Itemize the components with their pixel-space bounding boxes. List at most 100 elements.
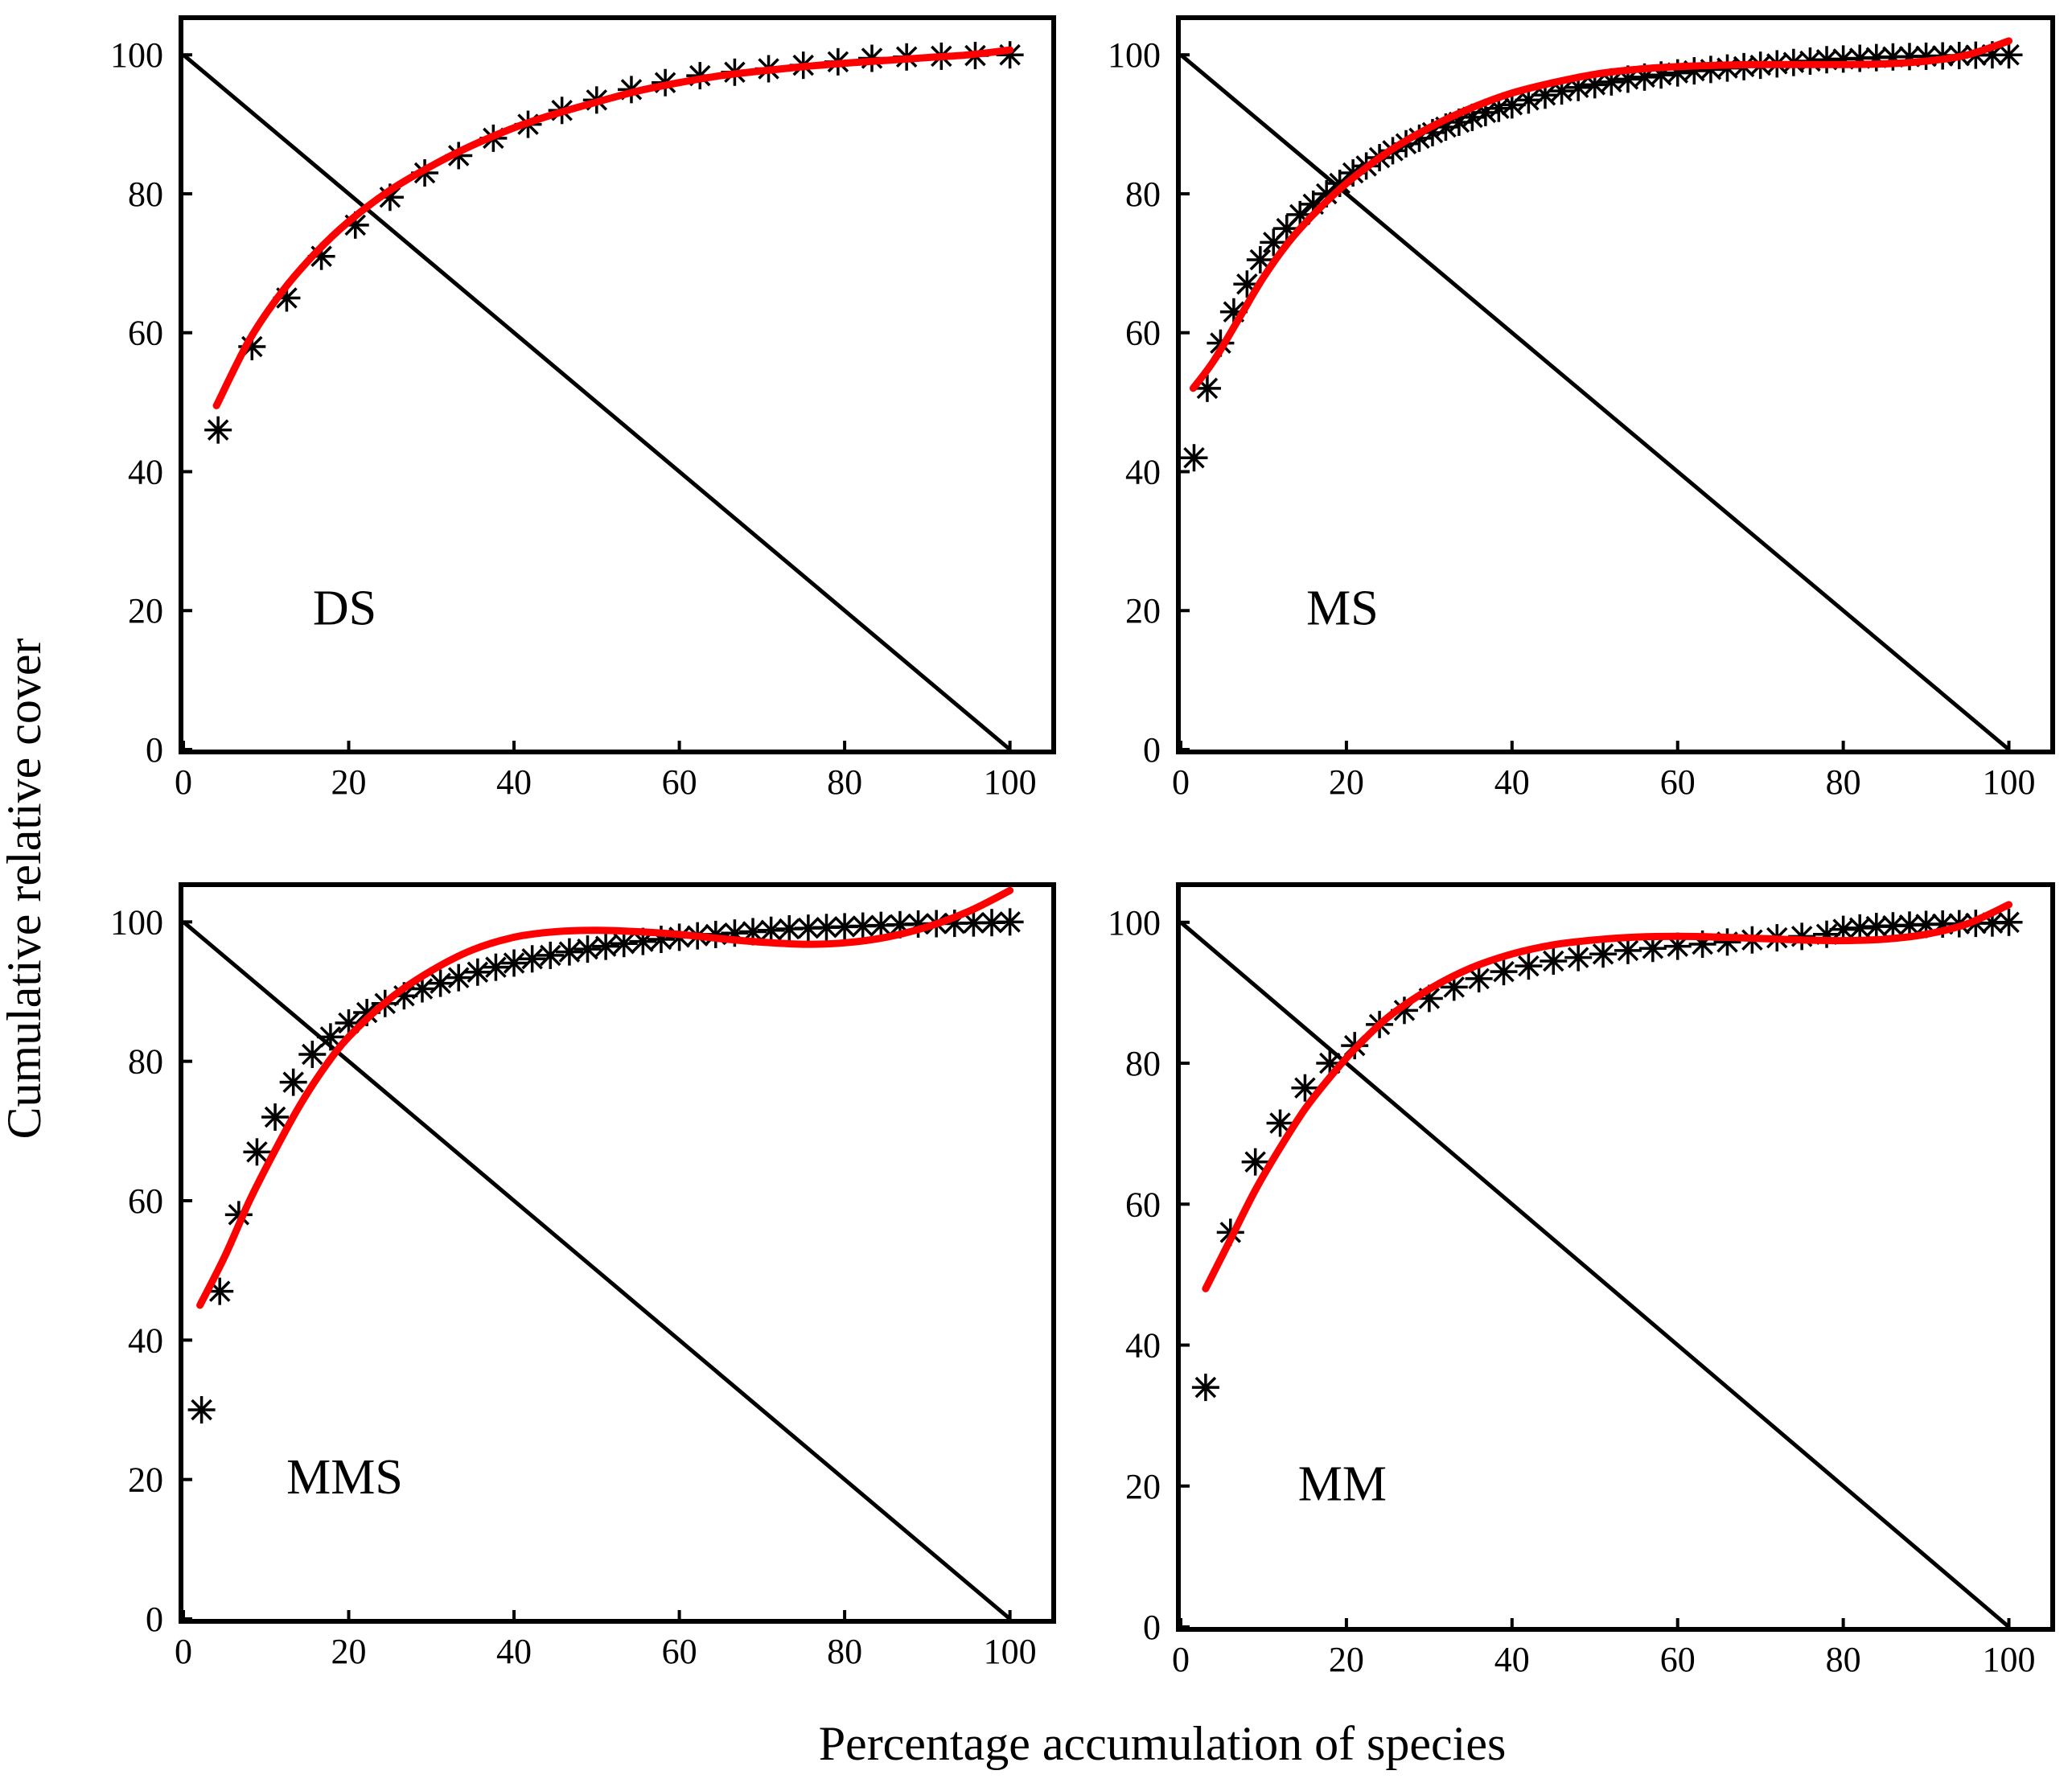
data-point bbox=[1490, 958, 1518, 986]
y-tick-label: 60 bbox=[128, 314, 163, 353]
x-tick-label: 60 bbox=[662, 762, 697, 802]
plot-frame bbox=[179, 15, 1056, 754]
reference-line bbox=[182, 53, 1012, 751]
data-point bbox=[996, 41, 1024, 69]
x-tick-label: 20 bbox=[1329, 1640, 1364, 1679]
y-tick-label: 20 bbox=[1125, 1467, 1161, 1506]
x-tick-label: 0 bbox=[175, 1632, 192, 1671]
data-point bbox=[592, 932, 620, 960]
y-tick-label: 80 bbox=[1125, 1044, 1161, 1083]
data-point bbox=[1540, 947, 1568, 975]
data-point bbox=[1266, 1109, 1294, 1137]
data-point bbox=[1614, 936, 1642, 964]
data-point bbox=[1465, 964, 1493, 992]
panel-label: MS bbox=[1306, 581, 1379, 636]
y-tick-label: 0 bbox=[146, 1600, 163, 1639]
x-tick-label: 0 bbox=[1172, 762, 1190, 802]
y-tick-label: 0 bbox=[1143, 1608, 1161, 1647]
data-point bbox=[187, 1396, 216, 1423]
data-point bbox=[1995, 41, 2023, 69]
y-tick-label: 60 bbox=[1125, 1185, 1161, 1224]
reference-line bbox=[1179, 53, 2011, 751]
data-point bbox=[463, 958, 491, 986]
data-point bbox=[500, 949, 528, 977]
y-tick-label: 20 bbox=[128, 1460, 163, 1500]
y-tick-label: 100 bbox=[110, 902, 163, 942]
panel-mms: 0 20 40 60 80 100 0 20 40 60 80 100 MMS bbox=[110, 882, 1056, 1671]
x-tick-label: 40 bbox=[1494, 762, 1530, 802]
panel-ds: 0 20 40 60 80 100 0 20 40 60 80 100 DS bbox=[110, 15, 1056, 802]
y-tick-label: 100 bbox=[1108, 903, 1161, 943]
data-point bbox=[1241, 1148, 1269, 1176]
y-tick-label: 40 bbox=[128, 452, 163, 491]
y-tick-label: 100 bbox=[1108, 35, 1161, 75]
y-tick-label: 80 bbox=[1125, 175, 1161, 214]
y-tick-label: 20 bbox=[128, 591, 163, 631]
y-tick-label: 40 bbox=[1125, 1326, 1161, 1366]
panel-ms: 0 20 40 60 80 100 0 20 40 60 80 100 MS bbox=[1108, 15, 2055, 802]
data-point bbox=[316, 1023, 344, 1051]
y-tick-label: 0 bbox=[146, 730, 163, 770]
plot-frame bbox=[1176, 15, 2055, 754]
y-tick-label: 100 bbox=[110, 35, 163, 75]
x-tick-label: 20 bbox=[1329, 762, 1364, 802]
data-point bbox=[1713, 928, 1741, 956]
x-tick-label: 20 bbox=[331, 762, 367, 802]
x-axis-title: Percentage accumulation of species bbox=[819, 1717, 1507, 1770]
x-tick-label: 80 bbox=[827, 1632, 862, 1671]
x-tick-label: 40 bbox=[496, 762, 532, 802]
data-point bbox=[298, 1041, 327, 1068]
x-tick-label: 60 bbox=[662, 1632, 697, 1671]
data-point bbox=[1995, 908, 2023, 936]
plot-frame bbox=[179, 882, 1056, 1624]
panel-label: DS bbox=[313, 581, 376, 636]
data-point bbox=[610, 930, 638, 958]
data-point bbox=[1515, 952, 1543, 980]
data-point bbox=[482, 953, 510, 981]
y-tick-label: 80 bbox=[128, 175, 163, 214]
panel-label: MM bbox=[1298, 1456, 1387, 1511]
data-point bbox=[445, 963, 473, 992]
x-tick-label: 0 bbox=[175, 762, 192, 802]
data-point bbox=[1191, 1374, 1219, 1402]
data-point bbox=[1180, 444, 1208, 472]
data-point bbox=[243, 1138, 271, 1166]
data-point bbox=[204, 416, 232, 444]
x-tick-label: 0 bbox=[1172, 1640, 1190, 1679]
plot-frame bbox=[1176, 882, 2055, 1632]
y-tick-label: 40 bbox=[128, 1321, 163, 1360]
x-tick-label: 60 bbox=[1660, 1640, 1696, 1679]
fit-curve bbox=[196, 886, 1014, 1309]
data-point bbox=[867, 911, 895, 939]
y-tick-label: 60 bbox=[1125, 314, 1161, 353]
data-point bbox=[574, 935, 602, 963]
x-tick-label: 40 bbox=[496, 1632, 532, 1671]
y-tick-label: 60 bbox=[128, 1181, 163, 1221]
y-tick-label: 80 bbox=[128, 1042, 163, 1082]
data-point bbox=[996, 908, 1024, 936]
x-tick-label: 100 bbox=[984, 762, 1037, 802]
reference-line bbox=[1179, 920, 2011, 1629]
x-tick-label: 100 bbox=[1983, 1640, 2036, 1679]
x-tick-label: 40 bbox=[1494, 1640, 1530, 1679]
reference-line bbox=[182, 920, 1012, 1621]
panels: 0 20 40 60 80 100 0 20 40 60 80 100 DS 0 20 40 60 80 100 0 2… bbox=[110, 15, 2055, 1679]
panel-label: MMS bbox=[286, 1450, 403, 1505]
data-point bbox=[1564, 943, 1593, 972]
x-tick-label: 60 bbox=[1660, 762, 1696, 802]
data-point bbox=[555, 938, 583, 966]
y-axis-title: Cumulative relative cover bbox=[0, 638, 51, 1139]
fit-curve bbox=[1202, 901, 2012, 1292]
x-tick-label: 80 bbox=[827, 762, 862, 802]
y-tick-label: 20 bbox=[1125, 591, 1161, 631]
data-point bbox=[536, 941, 565, 969]
data-point bbox=[518, 945, 546, 973]
x-tick-label: 100 bbox=[1983, 762, 2036, 802]
panel-mm: 0 20 40 60 80 100 0 20 40 60 80 100 MM bbox=[1108, 882, 2055, 1679]
data-point bbox=[261, 1103, 290, 1131]
fit-curve bbox=[1189, 37, 2012, 392]
data-point bbox=[279, 1068, 307, 1096]
x-tick-label: 80 bbox=[1826, 762, 1861, 802]
y-tick-label: 40 bbox=[1125, 452, 1161, 491]
